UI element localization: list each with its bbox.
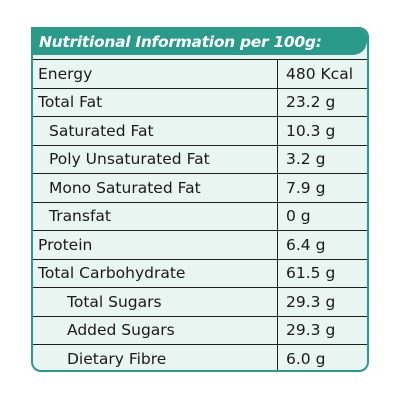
- nutrient-value: 29.3 g: [286, 321, 336, 340]
- nutrient-value: 480 Kcal: [286, 64, 354, 83]
- nutrient-value: 7.9 g: [286, 178, 326, 197]
- nutrient-name: Transfat: [33, 202, 278, 230]
- nutrition-row-energy: Energy 480 Kcal: [33, 60, 367, 89]
- nutrition-row-transfat: Transfat 0 g: [33, 202, 367, 231]
- nutrition-header: Nutritional Information per 100g:: [33, 29, 367, 55]
- nutrition-row-protein: Protein 6.4 g: [33, 231, 367, 260]
- nutrition-row-added-sugars: Added Sugars 29.3 g: [33, 316, 367, 345]
- nutrition-row-poly-unsaturated-fat: Poly Unsaturated Fat 3.2 g: [33, 145, 367, 174]
- nutrient-value: 3.2 g: [286, 150, 326, 169]
- nutrition-row-total-carbohydrate: Total Carbohydrate 61.5 g: [33, 259, 367, 288]
- nutrient-value: 29.3 g: [286, 292, 336, 311]
- nutrition-table: Energy 480 Kcal Total Fat 23.2 g Saturat…: [33, 59, 367, 370]
- nutrient-name: Protein: [33, 231, 278, 259]
- nutrient-name: Mono Saturated Fat: [33, 174, 278, 202]
- nutrient-value: 61.5 g: [286, 264, 336, 283]
- nutrition-row-total-fat: Total Fat 23.2 g: [33, 88, 367, 117]
- nutrient-name: Poly Unsaturated Fat: [33, 145, 278, 173]
- nutrient-value: 10.3 g: [286, 121, 336, 140]
- nutrient-name: Total Sugars: [33, 288, 278, 316]
- nutrition-title: Nutritional Information per 100g:: [39, 33, 322, 51]
- nutrient-value: 6.4 g: [286, 235, 326, 254]
- nutrition-row-total-sugars: Total Sugars 29.3 g: [33, 288, 367, 317]
- nutrition-label: Nutritional Information per 100g: Energy…: [31, 27, 369, 372]
- nutrient-name: Total Fat: [33, 88, 278, 116]
- nutrient-name: Saturated Fat: [33, 117, 278, 145]
- nutrient-name: Energy: [33, 60, 278, 88]
- nutrient-name: Dietary Fibre: [33, 345, 278, 370]
- nutrient-value: 0 g: [286, 207, 311, 226]
- nutrition-row-dietary-fibre: Dietary Fibre 6.0 g: [33, 345, 367, 370]
- nutrient-value: 23.2 g: [286, 93, 336, 112]
- nutrient-name: Added Sugars: [33, 316, 278, 344]
- nutrient-name: Total Carbohydrate: [33, 259, 278, 287]
- nutrition-row-saturated-fat: Saturated Fat 10.3 g: [33, 117, 367, 146]
- nutrition-row-mono-saturated-fat: Mono Saturated Fat 7.9 g: [33, 174, 367, 203]
- nutrient-value: 6.0 g: [286, 350, 326, 369]
